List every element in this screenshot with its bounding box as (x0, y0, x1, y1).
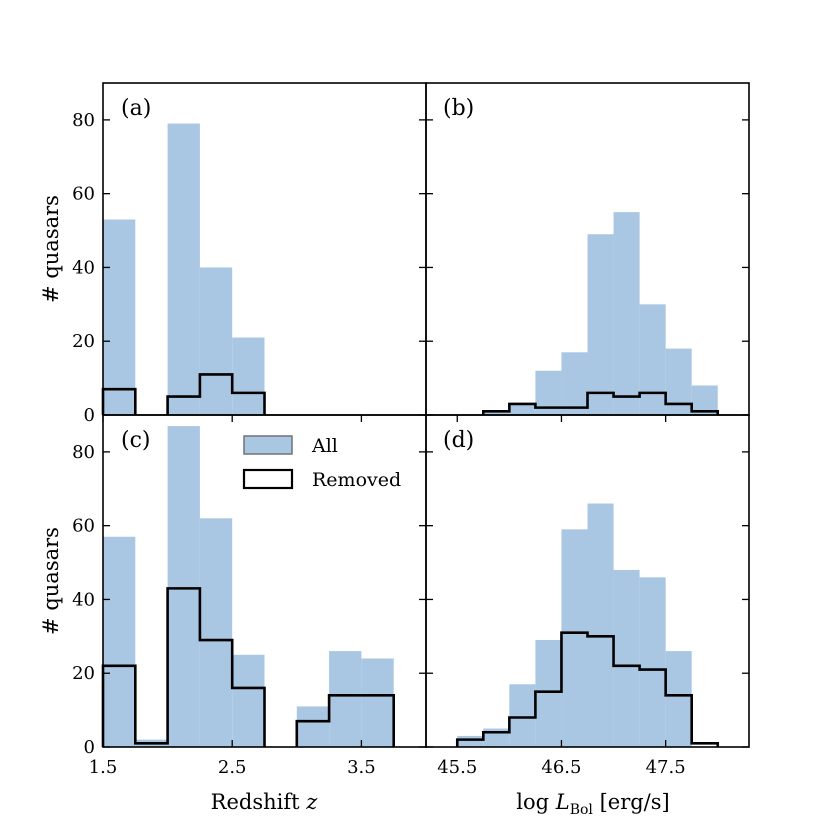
tick-layer: 0 20 40 60 80 0 20 40 60 80 1.5 2.5 3.5 45.5 46.5 47.5 (72, 110, 749, 778)
panel-a-all-bar-0 (103, 219, 136, 415)
panel-d-xtick-label-2: 47.5 (646, 757, 686, 778)
legend-all-label: All (311, 435, 338, 457)
panel-d-all-bar-3 (535, 640, 562, 747)
panel-c-all-bar-8 (361, 658, 394, 747)
x-label-lum-var: L (555, 790, 570, 814)
panel-a-ytick-label-2: 40 (72, 257, 95, 278)
x-label-redshift-var: z (305, 790, 318, 814)
legend-removed-swatch (242, 468, 294, 490)
histogram-fill-layer (103, 123, 718, 747)
panel-c-xtick-label-0: 1.5 (89, 757, 118, 778)
panel-a-ytick-label-4: 80 (72, 110, 95, 131)
panel-c-ytick-label-3: 60 (72, 516, 95, 537)
panel-a-ytick-label-3: 60 (72, 184, 95, 205)
panel-d-all-bar-5 (587, 503, 614, 747)
panel-b-all-bar-4 (561, 352, 588, 415)
panel-b-label: (b) (443, 96, 474, 121)
panel-c-all-bar-0 (103, 536, 136, 747)
panel-c-ytick-label-1: 20 (72, 663, 95, 684)
panel-c-xtick-label-1: 2.5 (218, 757, 247, 778)
x-label-redshift-main: Redshift (211, 790, 307, 814)
panel-a-label: (a) (121, 96, 151, 121)
legend: All Removed (242, 435, 401, 491)
panel-c-xtick-label-2: 3.5 (347, 757, 376, 778)
panel-a-ytick-label-0: 0 (84, 405, 95, 426)
panel-c-removed-step-0 (101, 587, 266, 747)
y-axis-label-bottom: # quasars (39, 527, 63, 635)
panel-d-label: (d) (443, 428, 474, 453)
panel-d-all-bar-4 (561, 529, 588, 747)
panel-c-ytick-label-2: 40 (72, 589, 95, 610)
panel-d-all-bar-0 (457, 735, 484, 747)
panel-d-all-bar-2 (509, 684, 536, 747)
panel-b-all-bar-2 (509, 403, 536, 415)
panel-d-xtick-label-0: 45.5 (437, 757, 477, 778)
x-axis-label-luminosity: log LBol [erg/s] (516, 790, 669, 818)
panel-a-removed-step-1 (166, 373, 266, 415)
histogram-step-layer (101, 373, 720, 747)
panel-c-all-bar-3 (199, 518, 233, 747)
x-label-lum-sub: Bol (570, 802, 594, 818)
panel-d-all-bar-6 (613, 569, 640, 747)
panel-c-ytick-label-0: 0 (84, 737, 95, 758)
panel-c-all-bar-2 (167, 426, 200, 747)
panel-d-removed-step-0 (455, 631, 720, 747)
panel-c-label: (c) (121, 428, 151, 453)
x-label-lum-unit: [erg/s] (593, 790, 670, 814)
panel-a-ytick-label-1: 20 (72, 331, 95, 352)
panel-b-all-bar-1 (483, 411, 510, 415)
panel-a-all-bar-3 (199, 267, 233, 415)
panel-c-ytick-label-4: 80 (72, 442, 95, 463)
panel-b-all-bar-5 (587, 234, 614, 415)
panel-c-all-bar-7 (329, 651, 362, 747)
panel-a-all-bar-4 (232, 337, 265, 415)
panel-c-removed-step-1 (295, 694, 395, 747)
x-axis-label-redshift: Redshift z (211, 790, 319, 814)
panel-b-all-bar-6 (613, 212, 640, 415)
panel-d-xtick-label-1: 46.5 (541, 757, 581, 778)
panel-c-all-bar-4 (232, 654, 265, 747)
panel-c-all-bar-6 (296, 706, 330, 747)
y-axis-label-top: # quasars (39, 195, 63, 303)
x-label-lum-prefix: log (516, 790, 555, 814)
panel-d-frame (425, 414, 750, 748)
panel-b-removed-step-0 (482, 391, 720, 415)
panel-d-all-bar-8 (665, 651, 692, 747)
panel-d-all-bar-7 (639, 577, 666, 747)
panel-a-all-bar-2 (167, 123, 200, 415)
legend-removed-label: Removed (312, 469, 401, 491)
legend-all-swatch (243, 435, 293, 455)
panel-b-all-bar-7 (639, 304, 666, 415)
